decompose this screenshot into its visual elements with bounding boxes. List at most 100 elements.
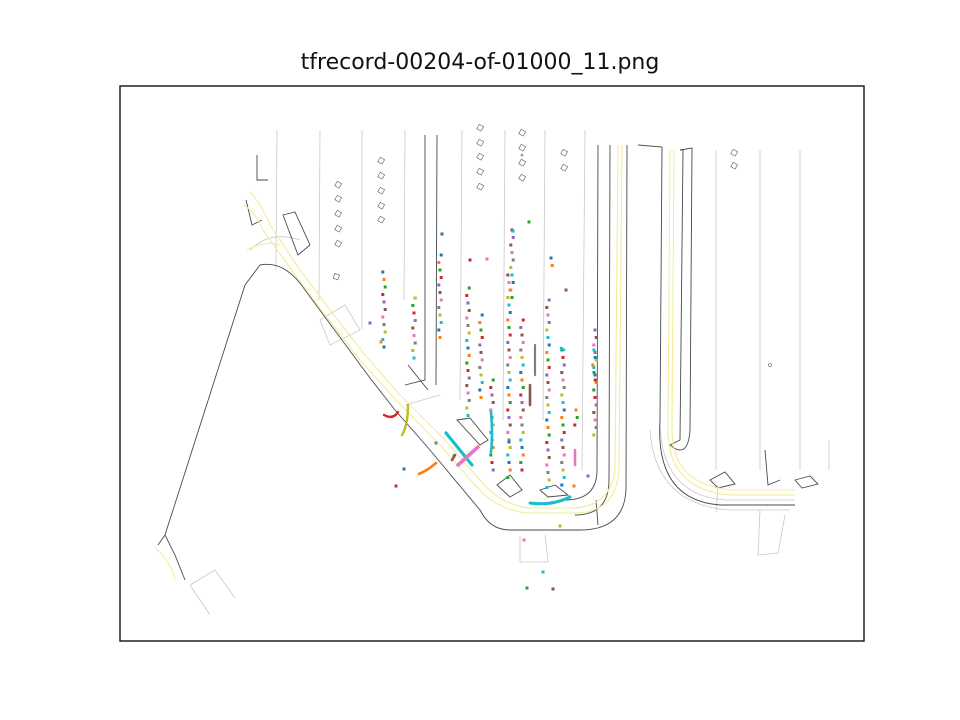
agent-marker — [383, 308, 387, 311]
agent-marker — [480, 358, 484, 362]
agent-marker — [478, 366, 482, 369]
agent-marker — [562, 408, 566, 412]
agent-marker — [506, 453, 510, 457]
agent-marker — [383, 330, 387, 334]
agent-marker — [560, 416, 564, 419]
agent-marker — [479, 351, 483, 354]
agent-marker — [551, 587, 555, 591]
agent-marker — [467, 399, 471, 402]
agent-marker — [489, 453, 493, 457]
agent-marker — [562, 386, 566, 389]
agent-marker — [547, 388, 551, 392]
agent-marker — [508, 333, 512, 337]
agent-marker — [546, 358, 550, 362]
agent-marker — [437, 306, 441, 309]
agent-trajectory — [450, 453, 457, 462]
agent-marker — [547, 411, 551, 414]
agent-marker — [506, 318, 510, 322]
agent-marker — [547, 478, 551, 482]
agent-trajectory — [417, 461, 438, 476]
agent-marker — [506, 431, 510, 434]
agent-marker — [560, 438, 564, 442]
agent-marker — [402, 467, 406, 471]
agent-marker — [521, 453, 525, 457]
agent-marker — [412, 356, 416, 360]
agent-marker — [508, 423, 512, 427]
agent-marker — [382, 278, 386, 281]
agent-marker — [545, 396, 549, 399]
agent-marker — [466, 369, 470, 372]
parking-markers — [332, 123, 772, 367]
axes-frame — [119, 85, 865, 642]
agent-marker — [507, 326, 511, 329]
agent-marker — [519, 348, 523, 352]
agent-trajectory — [400, 403, 410, 437]
agent-marker — [381, 338, 385, 341]
agent-marker — [508, 378, 512, 382]
agent-marker — [592, 371, 596, 374]
agent-marker — [547, 343, 551, 347]
agent-marker — [466, 414, 470, 417]
agent-marker — [465, 406, 469, 410]
agent-marker — [594, 336, 598, 339]
agent-marker — [593, 418, 597, 422]
agent-marker — [510, 296, 514, 299]
agent-marker — [509, 288, 513, 292]
agent-marker — [491, 446, 495, 449]
agent-marker — [437, 283, 441, 287]
agent-marker — [564, 288, 568, 292]
agent-marker — [491, 401, 495, 404]
agent-marker — [383, 285, 387, 289]
agent-marker — [560, 483, 564, 487]
agent-marker — [520, 333, 524, 337]
agent-marker — [506, 273, 510, 277]
agent-marker — [381, 270, 385, 274]
agent-marker — [592, 366, 596, 369]
agent-marker — [466, 324, 470, 327]
agent-marker — [593, 328, 597, 332]
agent-marker — [545, 306, 549, 309]
agent-marker — [594, 426, 598, 429]
agent-marker — [546, 471, 550, 474]
agent-marker — [412, 311, 416, 315]
agent-marker — [467, 354, 471, 357]
agent-marker — [519, 461, 523, 464]
agent-marker — [507, 371, 511, 374]
agent-marker — [519, 326, 523, 329]
agent-marker — [439, 298, 443, 302]
agent-marker — [507, 281, 511, 284]
agent-marker — [562, 363, 566, 367]
agent-marker — [507, 440, 511, 444]
agent-marker — [520, 468, 524, 472]
agent-marker — [545, 486, 549, 489]
agent-marker — [511, 236, 515, 239]
agent-marker — [465, 361, 469, 365]
agent-marker — [382, 300, 386, 304]
agent-trajectory — [559, 346, 566, 352]
agent-marker — [479, 396, 483, 399]
agent-marker — [480, 381, 484, 384]
agent-marker — [547, 298, 551, 302]
agent-marker — [561, 401, 565, 404]
agent-marker — [562, 431, 566, 434]
agent-marker — [381, 293, 385, 296]
agent-trajectory — [489, 410, 494, 454]
agent-marker — [520, 446, 524, 449]
agent-marker — [506, 363, 510, 367]
agent-marker — [479, 373, 483, 377]
agent-marker — [592, 343, 596, 347]
agent-marker — [379, 340, 383, 344]
agent-marker — [561, 446, 565, 449]
agent-marker — [413, 341, 417, 345]
agent-marker — [560, 371, 564, 374]
agent-marker — [381, 315, 385, 319]
agent-marker — [519, 416, 523, 419]
agent-marker — [434, 441, 438, 445]
agent-marker — [439, 253, 443, 257]
agent-marker — [545, 418, 549, 422]
agent-marker — [506, 476, 510, 479]
agent-marker — [592, 388, 596, 392]
agent-marker — [507, 303, 511, 307]
agent-marker — [467, 309, 471, 312]
